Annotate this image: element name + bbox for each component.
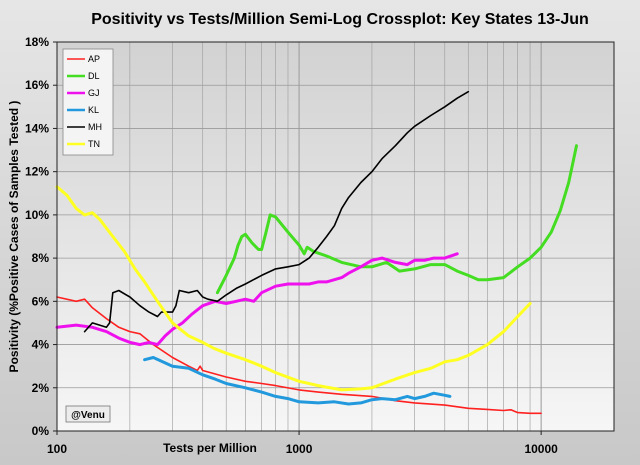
series-line-tn bbox=[55, 185, 532, 392]
legend-label-dl: DL bbox=[88, 71, 100, 81]
legend-label-tn: TN bbox=[88, 139, 100, 149]
legend-label-gj: GJ bbox=[88, 88, 100, 98]
series-line-gj bbox=[55, 252, 459, 347]
legend: AP DL GJ KL MH TN bbox=[62, 48, 114, 156]
y-tick-label: 16% bbox=[25, 78, 49, 92]
y-tick-label: 18% bbox=[25, 35, 49, 49]
series-line-ap bbox=[56, 296, 542, 415]
x-tick-label: 1000 bbox=[286, 442, 313, 456]
y-tick-label: 0% bbox=[32, 424, 50, 438]
series-line-dl bbox=[215, 144, 578, 295]
x-grid bbox=[56, 42, 615, 431]
series-line-kl bbox=[143, 356, 452, 406]
chart-title: Positivity vs Tests/Million Semi-Log Cro… bbox=[91, 11, 589, 28]
plot-area bbox=[57, 42, 614, 431]
y-tick-label: 4% bbox=[32, 338, 50, 352]
series-lines bbox=[55, 90, 578, 415]
y-tick-label: 8% bbox=[32, 251, 50, 265]
legend-label-ap: AP bbox=[88, 54, 100, 64]
credit-box-bg bbox=[65, 405, 111, 423]
legend-box bbox=[62, 48, 114, 156]
credit-box: @Venu bbox=[65, 405, 111, 423]
legend-label-mh: MH bbox=[88, 122, 102, 132]
x-axis-title: Tests per Million bbox=[163, 441, 257, 455]
y-tick-label: 2% bbox=[32, 381, 50, 395]
y-axis-ticks: 0% 2% 4% 6% 8% 10% 12% 14% 16% 18% bbox=[25, 35, 57, 438]
credit-label: @Venu bbox=[71, 410, 105, 421]
y-tick-label: 6% bbox=[32, 294, 50, 308]
y-tick-label: 14% bbox=[25, 121, 49, 135]
legend-label-kl: KL bbox=[88, 105, 99, 115]
x-tick-label: 10000 bbox=[524, 442, 558, 456]
series-line-mh bbox=[83, 90, 470, 333]
y-tick-label: 10% bbox=[25, 208, 49, 222]
y-tick-label: 12% bbox=[25, 165, 49, 179]
y-axis-title: Positivity (%Positive Cases of Samples T… bbox=[7, 101, 21, 373]
x-axis-ticks: 100 1000 10000 bbox=[47, 431, 558, 456]
x-tick-label: 100 bbox=[47, 442, 67, 456]
plot-border bbox=[56, 41, 615, 432]
